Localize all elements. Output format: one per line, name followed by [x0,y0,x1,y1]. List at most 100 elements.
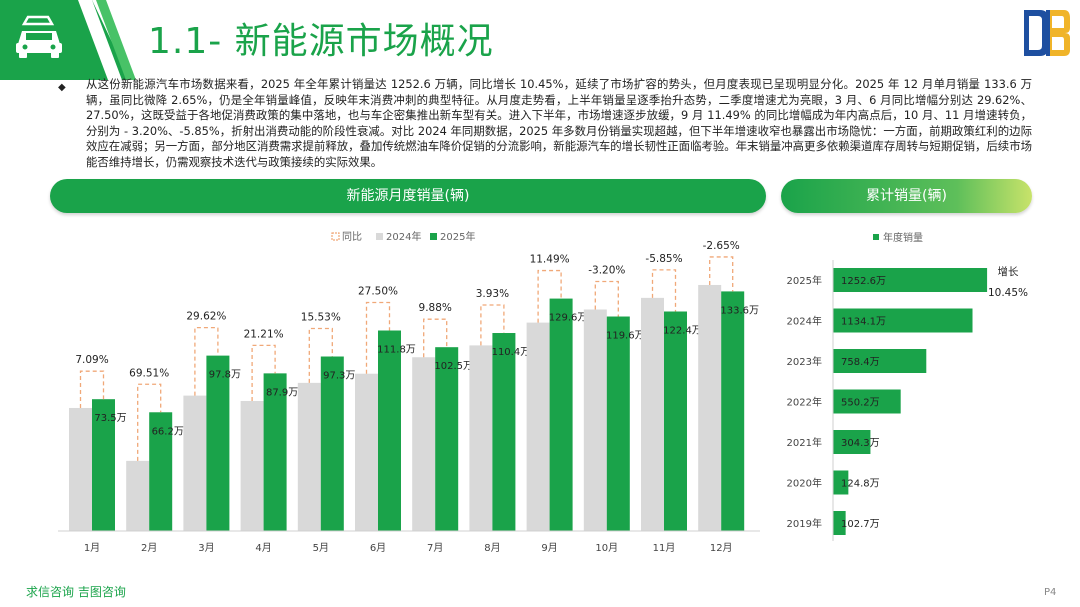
y-axis-tick-label: 2023年 [787,355,822,368]
bar-annual-sales [833,308,973,333]
bar-value-label: 133.6万 [720,305,759,316]
bar-2024 [183,395,207,531]
yoy-label: 3.93% [476,288,509,300]
bar-2024 [698,284,722,531]
bar-2025 [206,355,230,531]
bar-value-label: 129.6万 [549,313,588,324]
bar-2025 [721,291,745,531]
y-axis-tick-label: 2025年 [787,274,822,287]
yoy-label: 69.51% [129,367,169,379]
x-axis-tick-label: 12月 [710,542,733,554]
bar-2024 [126,460,150,531]
yoy-label: 11.49% [530,254,570,266]
header: 1.1- 新能源市场概况 [0,0,1080,80]
bar-2024 [641,297,664,531]
yoy-bracket [651,269,677,312]
yearly-sales-chart: 年度销量 2025年 1252.6万 2024年 1134.1万 2023年 758.4万 2… [787,231,1028,541]
bar-2024 [412,357,436,531]
bar-value-label: 66.2万 [152,426,184,437]
x-axis-tick-label: 1月 [84,542,100,554]
bar-value-label: 110.4万 [492,347,531,358]
legend-label-2025: 2025年 [440,230,475,243]
bar-value-label: 73.5万 [94,413,126,424]
yoy-label: -3.20% [588,265,625,277]
y-axis-tick-label: 2021年 [787,436,822,449]
y-axis-tick-label: 2024年 [787,315,822,328]
yoy-label: -2.65% [703,240,740,252]
legend-swatch-annual [873,234,879,240]
x-axis-tick-label: 2月 [141,542,157,554]
bar-annual-sales [833,470,849,495]
car-icon [16,15,62,58]
yoy-label: -5.85% [645,253,682,265]
x-axis-tick-label: 8月 [484,542,500,554]
bar-value-label: 122.4万 [663,325,702,336]
bar-value-label: 550.2万 [841,398,880,409]
bar-2024 [69,407,92,531]
bar-annual-sales [833,511,846,535]
x-axis-tick-label: 7月 [427,542,443,554]
bar-value-label: 102.7万 [841,519,880,530]
bar-2025 [492,333,516,531]
bar-value-label: 1134.1万 [841,317,886,328]
y-axis-tick-label: 2019年 [787,517,822,530]
y-axis-tick-label: 2022年 [787,396,822,409]
x-axis-tick-label: 6月 [370,542,386,554]
bar-2025 [606,316,630,531]
yoy-bracket [308,327,333,383]
growth-annotation-label: 增长 [998,265,1019,278]
bar-annual-sales [833,268,988,292]
yoy-bracket [365,301,391,374]
bar-2024 [240,400,264,531]
x-axis-tick-label: 9月 [541,542,557,554]
legend-label-yoy: 同比 [342,231,362,243]
yoy-label: 7.09% [75,354,108,366]
bar-annual-sales [833,349,927,373]
bar-2024 [583,309,607,531]
x-axis-tick-label: 5月 [313,542,329,554]
yoy-bracket [423,318,448,358]
bar-value-label: 87.9万 [266,387,298,398]
legend-swatch-2025 [430,233,437,240]
bar-value-label: 304.3万 [841,438,880,449]
bar-value-label: 119.6万 [606,331,645,342]
yoy-label: 9.88% [419,302,452,314]
yoy-bracket [537,269,562,323]
bullet-marker: ◆ [58,82,66,93]
legend-swatch-2024 [376,233,383,240]
yoy-label: 27.50% [358,286,398,298]
bar-2025 [664,311,687,531]
page-title: 1.1- 新能源市场概况 [148,21,494,62]
page-number: P4 [1044,587,1057,598]
yoy-label: 29.62% [186,311,226,323]
bar-2024 [355,373,378,531]
yoy-bracket [194,326,219,396]
growth-annotation-value: 10.45% [988,287,1028,299]
bar-2024 [469,345,493,531]
bar-annual-sales [833,430,871,454]
bar-value-label: 124.8万 [841,479,880,490]
bar-2025 [549,298,573,531]
brand-logo-icon [1024,10,1070,56]
legend-swatch-yoy [331,232,340,241]
yoy-label: 21.21% [244,328,284,340]
yoy-bracket [594,280,619,317]
bar-value-label: 97.8万 [209,370,241,381]
bar-value-label: 97.3万 [323,371,355,382]
bar-value-label: 102.5万 [434,361,473,372]
summary-paragraph: 从这份新能源汽车市场数据来看，2025 年全年累计销量达 1252.6 万辆，同… [86,77,1032,169]
bar-value-label: 1252.6万 [841,276,886,287]
legend-label-annual: 年度销量 [883,231,923,244]
x-axis-tick-label: 3月 [198,542,214,554]
bar-2025 [92,399,115,531]
bar-2024 [526,322,550,531]
yoy-bracket [480,304,505,346]
bar-annual-sales [833,389,901,414]
footer-brand: 求信咨询 吉图咨询 [26,585,126,599]
y-axis-tick-label: 2020年 [787,477,822,490]
x-axis-tick-label: 10月 [595,542,618,554]
bar-2025 [378,330,401,531]
yoy-bracket [137,383,162,461]
monthly-sales-chart: 同比 2024年 2025年 7.09% 73.5万 1月 69.51% 66.2万 2月 29.… [58,230,760,554]
bar-2025 [263,373,287,531]
